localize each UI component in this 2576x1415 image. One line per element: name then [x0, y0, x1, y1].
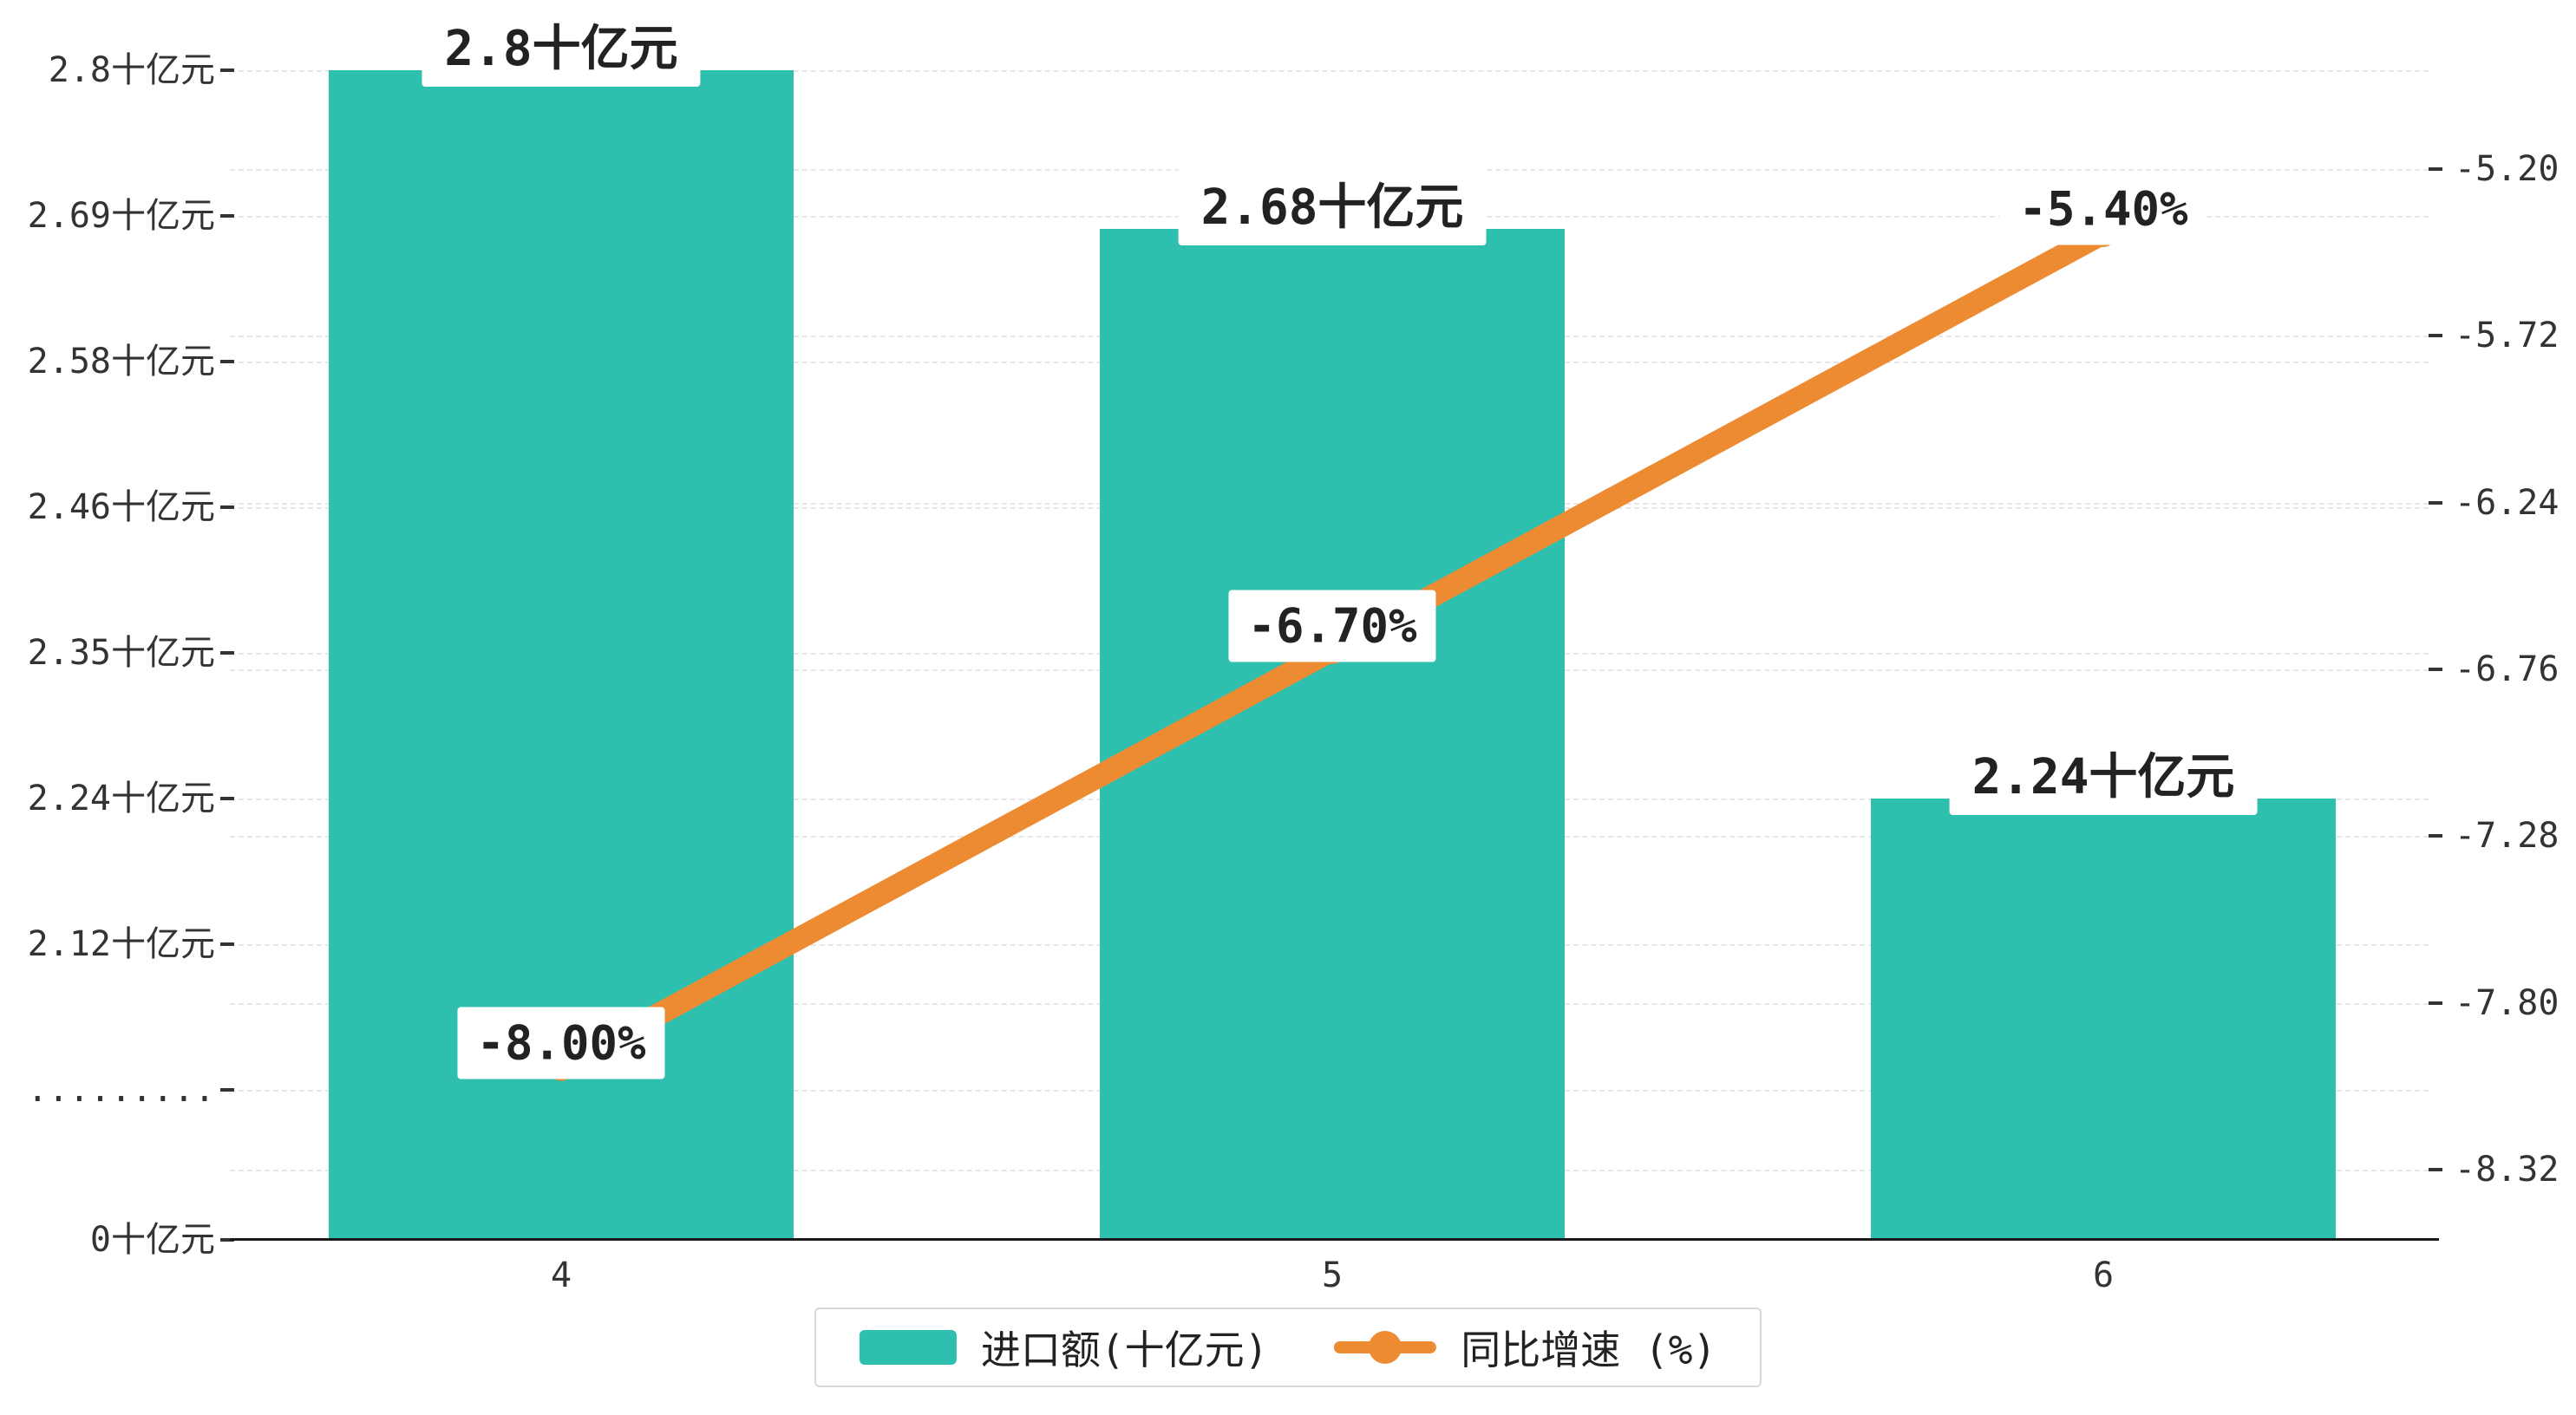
- left-axis-tick-mark: [220, 360, 234, 363]
- left-axis-tick-label: 2.69十亿元: [27, 196, 215, 236]
- right-axis-tick-label: -6.24: [2455, 483, 2560, 523]
- x-axis-line: [230, 1238, 2439, 1241]
- right-axis-tick-label: -6.76: [2455, 649, 2560, 689]
- left-axis-tick-mark: [220, 1238, 234, 1242]
- left-axis-tick-label: 2.58十亿元: [27, 342, 215, 381]
- left-axis-tick-mark: [220, 942, 234, 946]
- right-axis-tick-mark: [2429, 1001, 2442, 1005]
- line-value-label: -8.00%: [457, 1007, 665, 1079]
- left-axis-tick-mark: [220, 797, 234, 800]
- legend-item-imports[interactable]: 进口额(十亿元): [859, 1319, 1269, 1376]
- gridline: [230, 70, 2429, 72]
- left-axis-tick-mark: [220, 651, 234, 655]
- left-axis-tick-mark: [220, 505, 234, 509]
- right-axis-tick-mark: [2429, 334, 2442, 337]
- legend-item-growth[interactable]: 同比增速 (%): [1334, 1319, 1716, 1376]
- left-axis-tick-label: 0十亿元: [89, 1220, 215, 1260]
- line-series-marker-icon: [1369, 1331, 1402, 1364]
- left-axis-tick-label: 2.8十亿元: [48, 50, 215, 90]
- left-axis-tick-mark: [220, 68, 234, 72]
- right-axis-tick-label: -7.80: [2455, 983, 2560, 1023]
- right-axis-tick-label: -5.20: [2455, 149, 2560, 189]
- x-axis-tick-label: 5: [1321, 1255, 1344, 1295]
- legend-label-imports: 进口额(十亿元): [980, 1327, 1269, 1373]
- line-value-label: -5.40%: [1999, 173, 2207, 245]
- line-series-swatch: [1334, 1331, 1437, 1364]
- legend: 进口额(十亿元) 同比增速 (%): [814, 1307, 1762, 1387]
- left-axis-tick-label: 2.35十亿元: [27, 633, 215, 673]
- left-axis-tick-mark: [220, 214, 234, 218]
- left-axis-tick-label: 2.24十亿元: [27, 779, 215, 818]
- left-axis-tick-label: 2.46十亿元: [27, 487, 215, 527]
- right-axis-tick-label: -5.72: [2455, 316, 2560, 355]
- right-axis-tick-label: -8.32: [2455, 1150, 2560, 1190]
- bar-series-swatch: [859, 1330, 957, 1365]
- right-axis-tick-mark: [2429, 501, 2442, 505]
- x-axis-tick-label: 4: [550, 1255, 572, 1295]
- bar-month-6[interactable]: [1871, 799, 2336, 1240]
- right-axis-tick-mark: [2429, 668, 2442, 671]
- bar-value-label: 2.8十亿元: [422, 3, 701, 87]
- left-axis-tick-mark: [220, 1088, 234, 1092]
- right-axis-tick-mark: [2429, 167, 2442, 171]
- x-axis-tick-label: 6: [2092, 1255, 2115, 1295]
- line-value-label: -6.70%: [1228, 590, 1436, 662]
- left-axis-tick-label: 2.12十亿元: [27, 924, 215, 964]
- bar-value-label: 2.24十亿元: [1949, 731, 2258, 815]
- left-axis-tick-label: .........: [27, 1070, 215, 1110]
- right-axis-tick-mark: [2429, 1168, 2442, 1171]
- bar-value-label: 2.68十亿元: [1178, 161, 1487, 246]
- right-axis-tick-mark: [2429, 834, 2442, 838]
- legend-label-growth: 同比增速 (%): [1461, 1327, 1717, 1373]
- right-axis-tick-label: -7.28: [2455, 816, 2560, 856]
